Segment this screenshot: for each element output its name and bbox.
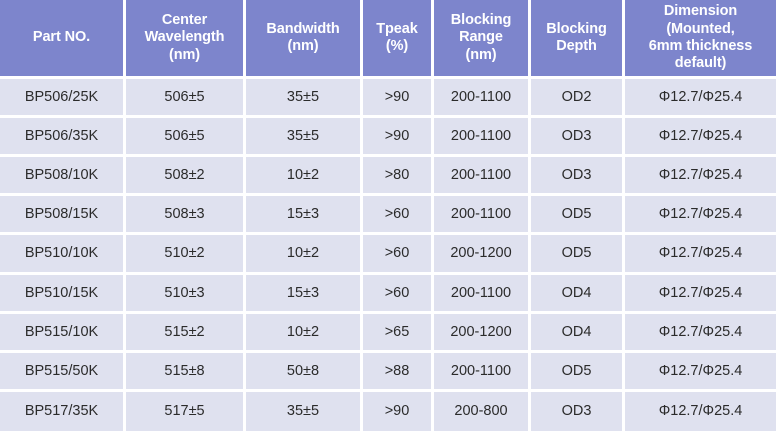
table-row: BP517/35K 517±5 35±5 >90 200-800 OD3 Φ12.7/Φ25… [0, 391, 776, 431]
cell-part_no: BP508/10K [0, 157, 126, 197]
column-header-blocking_range: Blocking Range (nm) [434, 0, 531, 79]
cell-tpeak: >80 [363, 157, 434, 197]
cell-bandwidth: 35±5 [246, 391, 363, 431]
cell-center_wl: 510±2 [126, 235, 246, 275]
cell-blocking_depth: OD5 [531, 196, 625, 236]
cell-blocking_depth: OD2 [531, 79, 625, 119]
column-header-blocking_depth: Blocking Depth [531, 0, 625, 79]
cell-part_no: BP506/35K [0, 118, 126, 158]
cell-bandwidth: 15±3 [246, 274, 363, 314]
table-row: BP515/10K 515±2 10±2 >65 200-1200 OD4 Φ12.7/Φ2… [0, 313, 776, 353]
table-body: BP506/25K 506±5 35±5 >90 200-1100 OD2 Φ12.7/Φ2… [0, 79, 776, 431]
cell-center_wl: 506±5 [126, 118, 246, 158]
cell-blocking_range: 200-1100 [434, 196, 531, 236]
cell-center_wl: 510±3 [126, 274, 246, 314]
cell-blocking_range: 200-1200 [434, 235, 531, 275]
cell-blocking_range: 200-1100 [434, 352, 531, 392]
cell-dimension: Φ12.7/Φ25.4 [625, 274, 776, 314]
cell-dimension: Φ12.7/Φ25.4 [625, 157, 776, 197]
cell-bandwidth: 15±3 [246, 196, 363, 236]
cell-bandwidth: 10±2 [246, 235, 363, 275]
table-row: BP508/15K 508±3 15±3 >60 200-1100 OD5 Φ12.7/Φ2… [0, 196, 776, 236]
cell-center_wl: 515±8 [126, 352, 246, 392]
cell-bandwidth: 10±2 [246, 157, 363, 197]
column-header-dimension: Dimension (Mounted, 6mm thickness default) [625, 0, 776, 79]
cell-dimension: Φ12.7/Φ25.4 [625, 391, 776, 431]
cell-center_wl: 508±3 [126, 196, 246, 236]
cell-part_no: BP515/50K [0, 352, 126, 392]
cell-blocking_depth: OD5 [531, 235, 625, 275]
column-header-center_wl: Center Wavelength (nm) [126, 0, 246, 79]
cell-blocking_depth: OD3 [531, 157, 625, 197]
cell-blocking_depth: OD4 [531, 313, 625, 353]
cell-tpeak: >88 [363, 352, 434, 392]
cell-dimension: Φ12.7/Φ25.4 [625, 196, 776, 236]
cell-tpeak: >90 [363, 391, 434, 431]
cell-dimension: Φ12.7/Φ25.4 [625, 118, 776, 158]
table-row: BP515/50K 515±8 50±8 >88 200-1100 OD5 Φ12.7/Φ2… [0, 352, 776, 392]
cell-part_no: BP515/10K [0, 313, 126, 353]
cell-blocking_depth: OD4 [531, 274, 625, 314]
cell-center_wl: 517±5 [126, 391, 246, 431]
cell-blocking_range: 200-1200 [434, 313, 531, 353]
cell-tpeak: >65 [363, 313, 434, 353]
cell-part_no: BP517/35K [0, 391, 126, 431]
cell-blocking_range: 200-1100 [434, 274, 531, 314]
cell-tpeak: >60 [363, 196, 434, 236]
cell-blocking_depth: OD3 [531, 391, 625, 431]
cell-dimension: Φ12.7/Φ25.4 [625, 235, 776, 275]
cell-tpeak: >90 [363, 118, 434, 158]
cell-tpeak: >60 [363, 274, 434, 314]
cell-part_no: BP510/10K [0, 235, 126, 275]
table-row: BP506/35K 506±5 35±5 >90 200-1100 OD3 Φ12.7/Φ2… [0, 118, 776, 158]
cell-center_wl: 515±2 [126, 313, 246, 353]
cell-bandwidth: 50±8 [246, 352, 363, 392]
cell-blocking_depth: OD5 [531, 352, 625, 392]
table-row: BP506/25K 506±5 35±5 >90 200-1100 OD2 Φ12.7/Φ2… [0, 79, 776, 119]
table-row: BP508/10K 508±2 10±2 >80 200-1100 OD3 Φ12.7/Φ2… [0, 157, 776, 197]
cell-part_no: BP508/15K [0, 196, 126, 236]
cell-dimension: Φ12.7/Φ25.4 [625, 79, 776, 119]
cell-tpeak: >60 [363, 235, 434, 275]
cell-blocking_range: 200-1100 [434, 157, 531, 197]
cell-bandwidth: 35±5 [246, 118, 363, 158]
cell-bandwidth: 35±5 [246, 79, 363, 119]
table-row: BP510/10K 510±2 10±2 >60 200-1200 OD5 Φ12.7/Φ2… [0, 235, 776, 275]
cell-part_no: BP506/25K [0, 79, 126, 119]
cell-blocking_range: 200-800 [434, 391, 531, 431]
column-header-part_no: Part NO. [0, 0, 126, 79]
cell-tpeak: >90 [363, 79, 434, 119]
header-row: Part NO. Center Wavelength (nm) Bandwidth (nm… [0, 0, 776, 79]
cell-dimension: Φ12.7/Φ25.4 [625, 352, 776, 392]
table-row: BP510/15K 510±3 15±3 >60 200-1100 OD4 Φ12.7/Φ2… [0, 274, 776, 314]
cell-dimension: Φ12.7/Φ25.4 [625, 313, 776, 353]
cell-blocking_depth: OD3 [531, 118, 625, 158]
cell-bandwidth: 10±2 [246, 313, 363, 353]
table-header: Part NO. Center Wavelength (nm) Bandwidth (nm… [0, 0, 776, 79]
cell-blocking_range: 200-1100 [434, 79, 531, 119]
column-header-bandwidth: Bandwidth (nm) [246, 0, 363, 79]
cell-part_no: BP510/15K [0, 274, 126, 314]
cell-blocking_range: 200-1100 [434, 118, 531, 158]
column-header-tpeak: Tpeak (%) [363, 0, 434, 79]
cell-center_wl: 508±2 [126, 157, 246, 197]
cell-center_wl: 506±5 [126, 79, 246, 119]
